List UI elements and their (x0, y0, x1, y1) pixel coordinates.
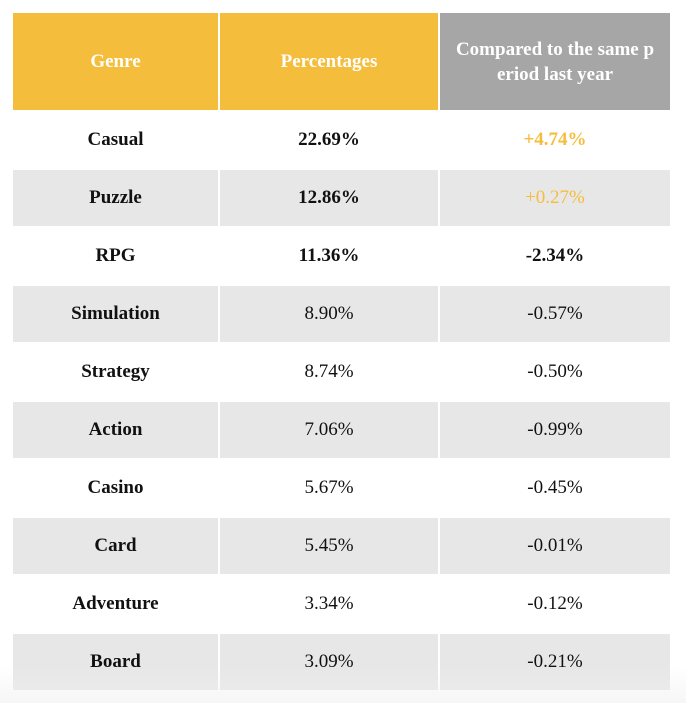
header-row: Genre Percentages Compared to the same p er… (13, 13, 670, 110)
header-cell: Percentages (220, 13, 438, 110)
header-cell: Compared to the same p eriod last year (440, 13, 670, 110)
table-cell: RPG (95, 245, 136, 266)
table-cell: 5.67% (304, 477, 354, 498)
table-row: Casino 5.67% -0.45% (13, 460, 670, 516)
genre-table: Genre Percentages Compared to the same p er… (11, 11, 672, 692)
table-cell: 3.09% (220, 634, 438, 690)
table-cell: Casual (87, 129, 144, 150)
table-cell: Adventure (72, 593, 159, 614)
table-cell: Card (13, 518, 218, 574)
table-row: Adventure 3.34% -0.12% (13, 576, 670, 632)
table-row: Strategy 8.74% -0.50% (13, 344, 670, 400)
table-cell: +0.27% (440, 170, 670, 226)
table-row: Casual 22.69% +4.74% (13, 112, 670, 168)
table-cell: Board (13, 634, 218, 690)
header-line: eriod last year (496, 63, 614, 85)
table-cell: -2.34% (525, 245, 585, 266)
table-cell: Action (13, 402, 218, 458)
table-cell: Simulation (13, 286, 218, 342)
table-cell: 11.36% (298, 245, 360, 266)
table-cell: 12.86% (220, 170, 438, 226)
header-line: Compared to the same p (455, 38, 655, 60)
header-cell: Genre (13, 13, 218, 110)
table-cell: 7.06% (220, 402, 438, 458)
table-cell: -0.12% (527, 593, 583, 614)
table-cell: 8.74% (304, 361, 354, 382)
table-cell: 22.69% (298, 129, 360, 150)
table-cell: -0.01% (440, 518, 670, 574)
table-row: Action 7.06% -0.99% (13, 402, 670, 458)
table-cell: -0.99% (440, 402, 670, 458)
table-row: Simulation 8.90% -0.57% (13, 286, 670, 342)
table-cell: -0.45% (527, 477, 583, 498)
table-row: Card 5.45% -0.01% (13, 518, 670, 574)
table-cell: Strategy (81, 361, 150, 382)
table-cell: -0.50% (527, 361, 583, 382)
table-cell: -0.21% (440, 634, 670, 690)
table-cell: 3.34% (304, 593, 354, 614)
table-cell: Casino (87, 477, 144, 498)
table-cell: +4.74% (523, 129, 587, 150)
table-cell: Puzzle (13, 170, 218, 226)
table-cell: 8.90% (220, 286, 438, 342)
table-row: Puzzle 12.86% +0.27% (13, 170, 670, 226)
table-cell: -0.57% (440, 286, 670, 342)
table-row: RPG 11.36% -2.34% (13, 228, 670, 284)
table-row: Board 3.09% -0.21% (13, 634, 670, 690)
table-cell: 5.45% (220, 518, 438, 574)
